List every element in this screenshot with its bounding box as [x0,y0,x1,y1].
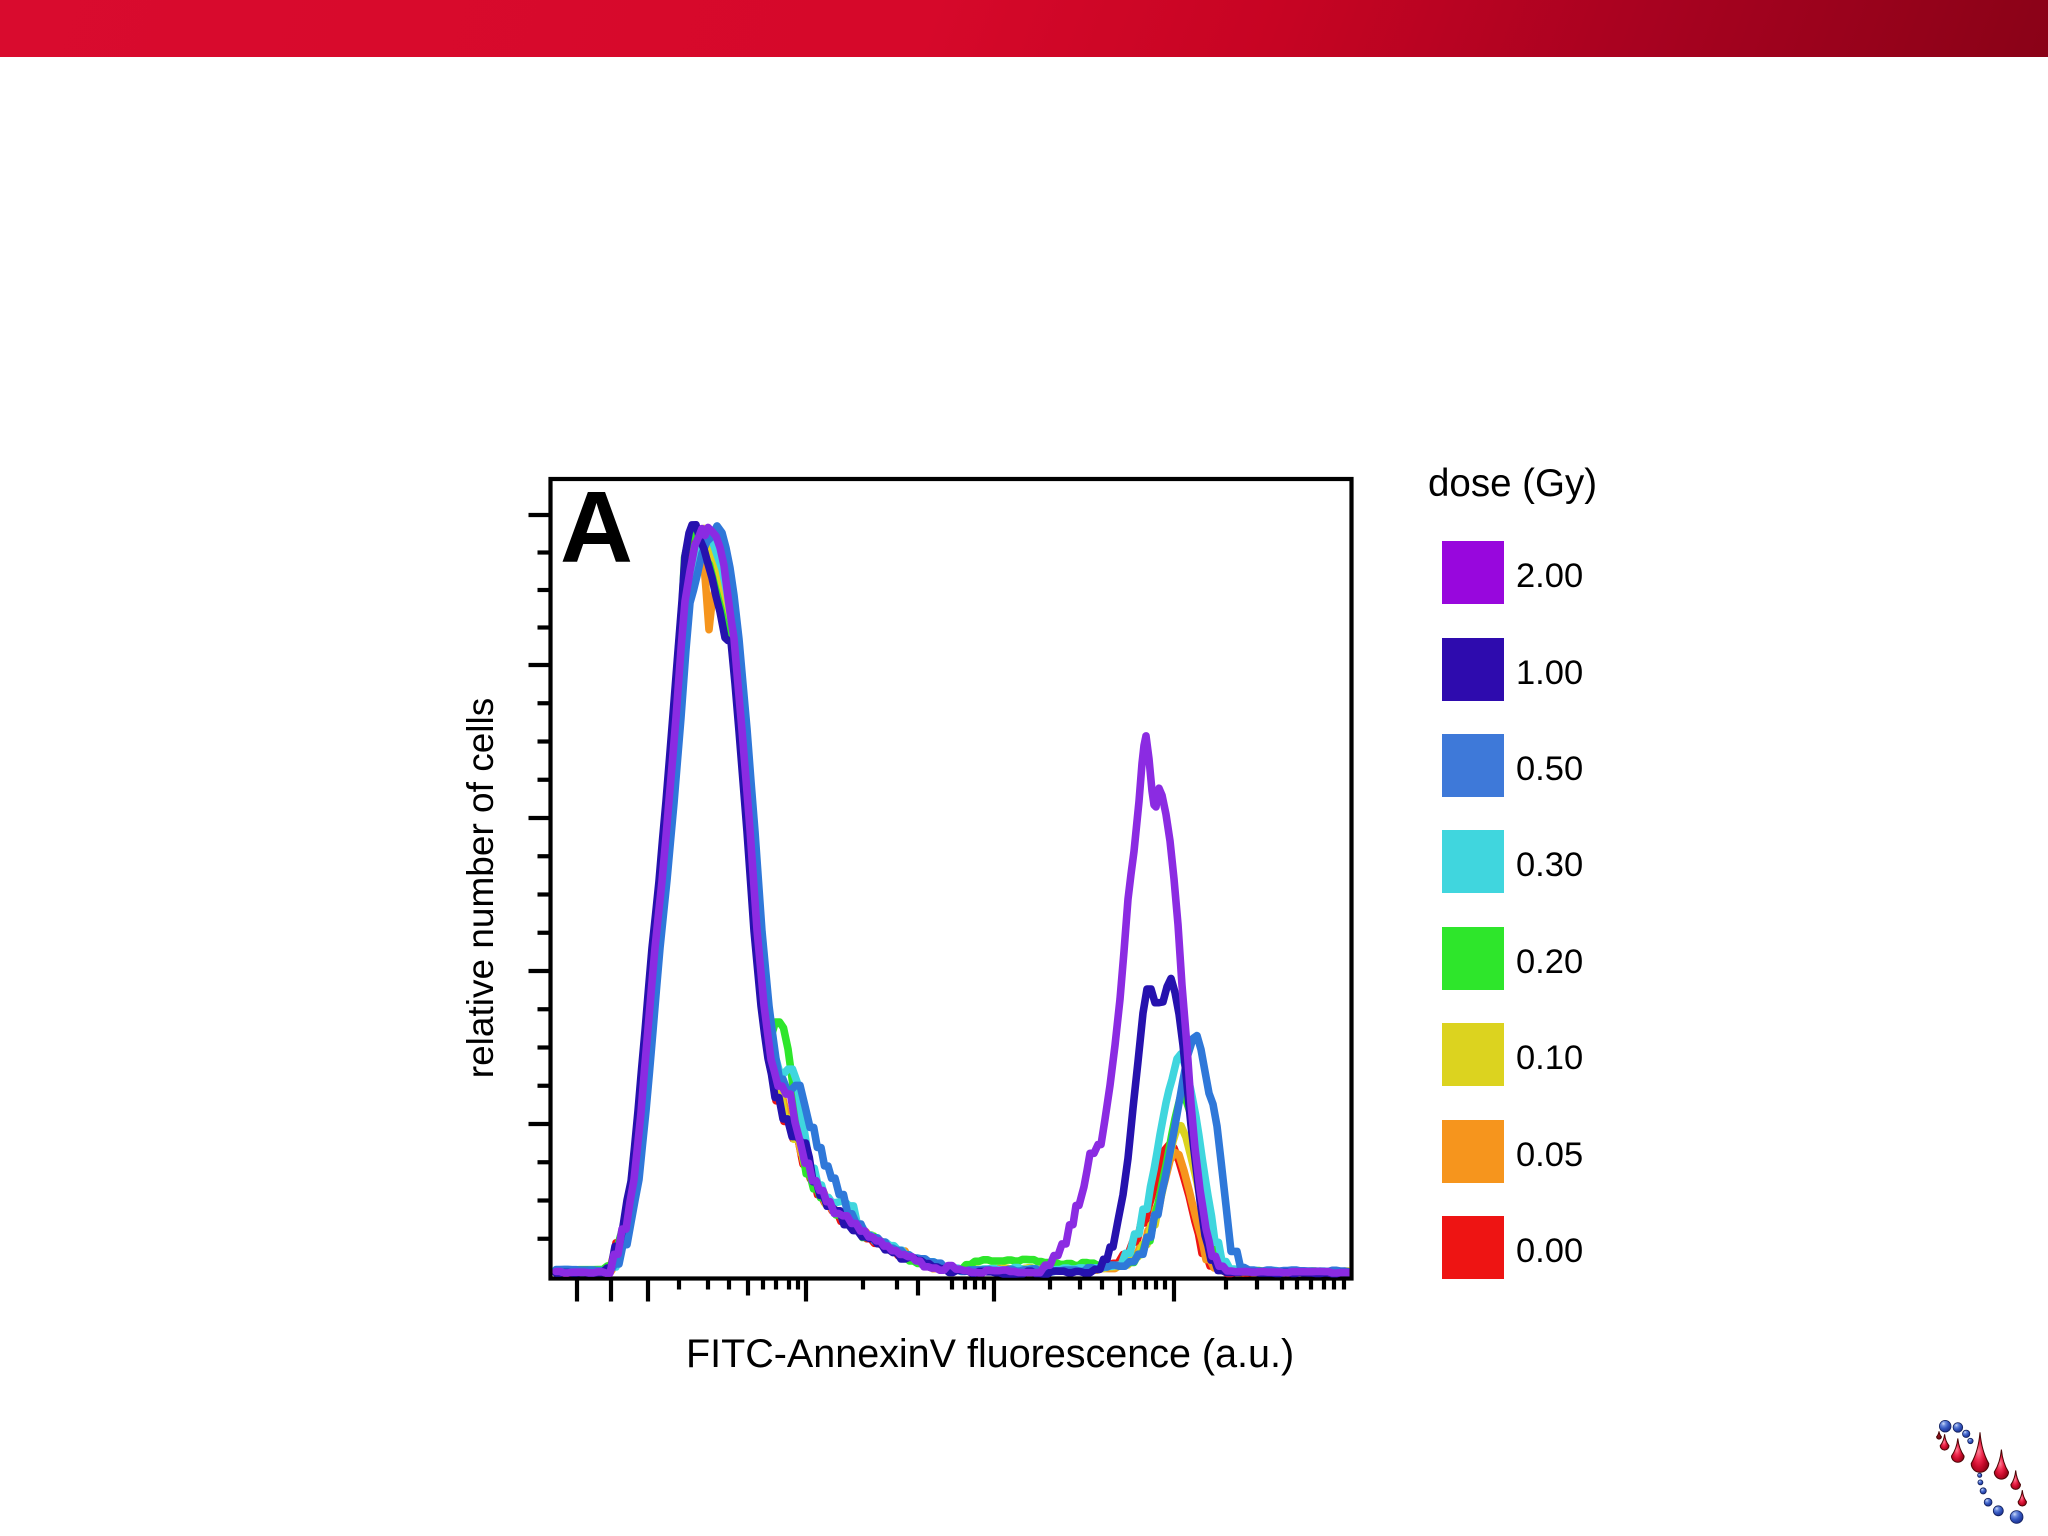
svg-text:0.50: 0.50 [1516,750,1583,788]
svg-text:1.00: 1.00 [1516,654,1583,692]
svg-text:FITC-AnnexinV fluorescence (a.: FITC-AnnexinV fluorescence (a.u.) [686,1332,1294,1376]
svg-text:0.20: 0.20 [1516,943,1583,981]
svg-text:relative number of cells: relative number of cells [460,698,501,1078]
svg-text:0.10: 0.10 [1516,1039,1583,1077]
svg-text:0.05: 0.05 [1516,1136,1583,1174]
svg-text:dose (Gy): dose (Gy) [1428,462,1597,505]
svg-text:0.00: 0.00 [1516,1232,1583,1270]
svg-text:2.00: 2.00 [1516,557,1583,595]
svg-text:A: A [560,472,633,584]
svg-text:0.30: 0.30 [1516,846,1583,884]
